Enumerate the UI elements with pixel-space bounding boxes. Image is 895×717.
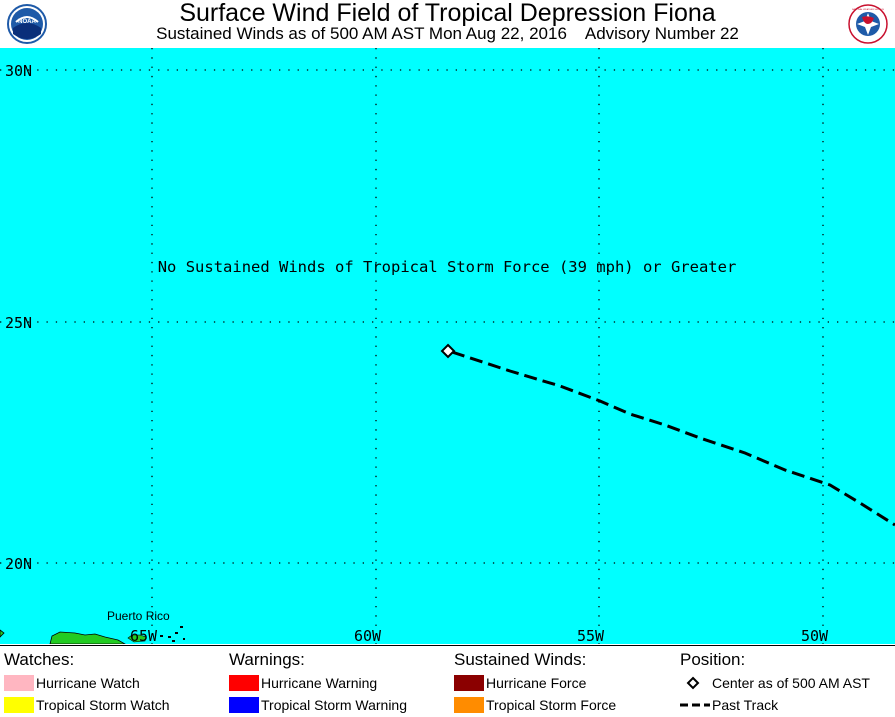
past-track-dash-icon xyxy=(680,703,710,707)
tropical-storm-watch-swatch xyxy=(4,697,34,713)
noaa-logo: NOAA xyxy=(7,4,47,44)
center-label: Center as of 500 AM AST xyxy=(712,675,870,691)
tropical-storm-warning-label: Tropical Storm Warning xyxy=(261,697,408,713)
legend: Watches: Hurricane Watch Tropical Storm … xyxy=(0,645,895,717)
lon-label-65w: 65W xyxy=(130,627,158,644)
legend-warnings-heading: Warnings: xyxy=(229,650,305,669)
legend-item-hurricane-force: Hurricane Force xyxy=(454,672,586,694)
legend-position-heading: Position: xyxy=(680,650,746,669)
graticule xyxy=(0,48,895,644)
hurricane-warning-label: Hurricane Warning xyxy=(261,675,378,691)
lat-label-30n: 30N xyxy=(5,62,32,80)
legend-item-past-track: Past Track xyxy=(680,694,778,716)
tropical-storm-warning-swatch xyxy=(229,697,259,713)
legend-item-tropical-storm-warning: Tropical Storm Warning xyxy=(229,694,407,716)
nws-logo-text: NATIONAL WEATHER SERVICE xyxy=(852,8,885,11)
tropical-storm-force-label: Tropical Storm Force xyxy=(486,697,617,713)
tropical-storm-watch-label: Tropical Storm Watch xyxy=(36,697,170,713)
land-puerto-rico xyxy=(127,634,147,643)
legend-winds-heading: Sustained Winds: xyxy=(454,650,587,669)
noaa-logo-text: NOAA xyxy=(18,19,36,25)
hurricane-force-swatch xyxy=(454,675,484,691)
page-title: Surface Wind Field of Tropical Depressio… xyxy=(179,0,716,27)
legend-warnings: Warnings: Hurricane Warning Tropical Sto… xyxy=(229,650,407,716)
legend-item-hurricane-watch: Hurricane Watch xyxy=(4,672,140,694)
page-subtitle: Sustained Winds as of 500 AM AST Mon Aug… xyxy=(156,24,739,43)
hurricane-force-label: Hurricane Force xyxy=(486,675,587,691)
hurricane-watch-swatch xyxy=(4,675,34,691)
place-label-puerto-rico: Puerto Rico xyxy=(107,609,170,623)
nws-logo: NATIONAL WEATHER SERVICE xyxy=(848,4,888,44)
legend-item-tropical-storm-force: Tropical Storm Force xyxy=(454,694,616,716)
hurricane-watch-label: Hurricane Watch xyxy=(36,675,140,691)
legend-watches: Watches: Hurricane Watch Tropical Storm … xyxy=(4,650,170,716)
center-diamond-icon xyxy=(686,676,700,690)
legend-sustained-winds: Sustained Winds: Hurricane Force Tropica… xyxy=(454,650,616,716)
past-track-line xyxy=(451,350,895,527)
wind-field-map: 30N 25N 20N 65W 60W 55W 50W No Sustained… xyxy=(0,48,895,644)
lat-label-20n: 20N xyxy=(5,555,32,573)
virgin-islands xyxy=(160,626,185,642)
hurricane-warning-swatch xyxy=(229,675,259,691)
legend-item-center: Center as of 500 AM AST xyxy=(680,672,870,694)
legend-item-hurricane-warning: Hurricane Warning xyxy=(229,672,377,694)
header: NOAA Surface Wind Field of Tropical Depr… xyxy=(0,0,895,48)
lat-label-25n: 25N xyxy=(5,314,32,332)
no-tropical-storm-winds-notice: No Sustained Winds of Tropical Storm For… xyxy=(158,258,737,276)
legend-watches-heading: Watches: xyxy=(4,650,75,669)
lon-label-55w: 55W xyxy=(577,627,605,644)
past-track-label: Past Track xyxy=(712,697,779,713)
land-hispaniola xyxy=(49,631,126,644)
legend-position: Position: Center as of 500 AM AST Past T… xyxy=(680,650,870,716)
lon-label-60w: 60W xyxy=(354,627,382,644)
land-edge-west xyxy=(0,629,5,638)
lon-label-50w: 50W xyxy=(801,627,829,644)
tropical-storm-force-swatch xyxy=(454,697,484,713)
storm-center-marker xyxy=(440,343,456,359)
legend-item-tropical-storm-watch: Tropical Storm Watch xyxy=(4,694,170,716)
